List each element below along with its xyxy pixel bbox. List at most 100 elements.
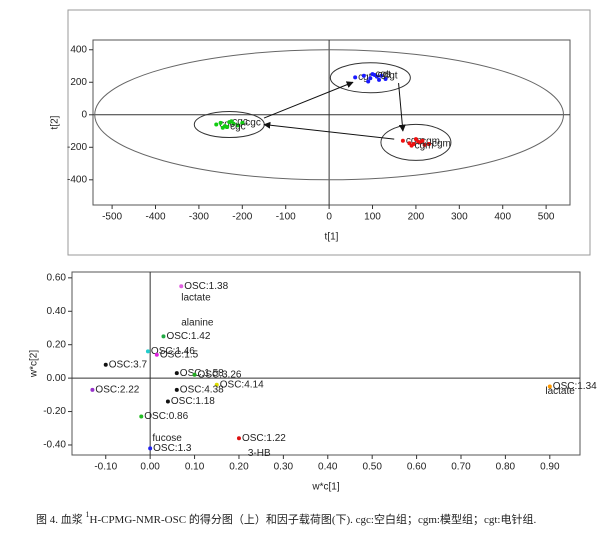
x-tick-label: -300 [189, 212, 209, 223]
group-ellipse [380, 123, 452, 161]
point-label: OSC:1.46 [151, 346, 195, 357]
point-label: OSC:3.7 [109, 359, 148, 370]
y-axis-label: w*c[2] [29, 350, 40, 378]
point [368, 76, 373, 81]
y-tick-label: 200 [70, 77, 87, 88]
y-axis-label: t[2] [50, 115, 61, 129]
point [218, 120, 223, 125]
point [235, 123, 240, 128]
y-tick-label: 0.00 [47, 373, 67, 384]
point [139, 414, 144, 419]
caption-text: 图 4. 血浆 [36, 512, 86, 526]
point-label: OSC:4.38 [180, 384, 224, 395]
x-tick-label: -0.10 [94, 462, 117, 473]
point-label: cgc [232, 117, 248, 128]
point [370, 72, 375, 77]
x-tick-label: -400 [145, 212, 165, 223]
y-tick-label: -400 [67, 174, 87, 185]
point-label: OSC:4.14 [220, 379, 264, 390]
point-label: OSC:1.3 [153, 443, 192, 454]
x-tick-label: 0.90 [540, 462, 560, 473]
point [374, 74, 379, 79]
plot-area [92, 39, 571, 206]
point [400, 138, 405, 143]
arrow [263, 121, 395, 140]
y-tick-label: 0.40 [47, 306, 67, 317]
annotation: alanine [181, 318, 214, 329]
point-label: cgt [358, 72, 372, 83]
point [90, 387, 95, 392]
point [377, 77, 382, 82]
arrow [398, 83, 406, 132]
top-frame [67, 9, 591, 256]
y-tick-label: -200 [67, 142, 87, 153]
x-tick-label: 0.80 [496, 462, 516, 473]
point-label: OSC:1.18 [171, 396, 215, 407]
x-tick-label: 0.60 [407, 462, 427, 473]
point-label: OSC:1.5 [160, 349, 199, 360]
annotation: lactate [181, 293, 211, 304]
point [103, 362, 108, 367]
point [413, 137, 418, 142]
point-label: OSC:1.34 [553, 381, 597, 392]
point-label: OSC:0.86 [144, 411, 188, 422]
point [236, 436, 241, 441]
point-label: cgc [219, 119, 235, 130]
y-tick-label: 400 [70, 44, 87, 55]
point [174, 387, 179, 392]
x-tick-label: 100 [364, 212, 381, 223]
x-axis-label: w*c[1] [311, 482, 339, 493]
point [547, 384, 552, 389]
point [366, 79, 371, 84]
point [420, 138, 425, 143]
point-label: cgm [415, 140, 434, 151]
y-tick-label: -0.40 [43, 440, 66, 451]
point-label: OSC:1.38 [184, 281, 228, 292]
point [229, 119, 234, 124]
point-label: cgc [245, 118, 261, 129]
x-tick-label: 0 [326, 212, 332, 223]
x-tick-label: 0.30 [274, 462, 294, 473]
x-tick-label: 0.50 [362, 462, 382, 473]
point [148, 446, 153, 451]
point [214, 122, 219, 127]
x-tick-label: 500 [538, 212, 555, 223]
point [361, 73, 366, 78]
y-tick-label: -0.20 [43, 406, 66, 417]
point [174, 371, 179, 376]
caption-sup: 1 [86, 510, 90, 519]
point [353, 75, 358, 80]
hotelling-ellipse [94, 49, 564, 181]
x-tick-label: -100 [276, 212, 296, 223]
point [165, 399, 170, 404]
point-label: OSC:1.58 [180, 368, 224, 379]
point-label: cgt [378, 70, 392, 81]
point-label: OSC:2.22 [95, 384, 139, 395]
x-axis-label: t[1] [325, 232, 339, 243]
point-label: OSC:1.42 [166, 331, 210, 342]
y-tick-label: 0.20 [47, 339, 67, 350]
point [240, 120, 245, 125]
point [409, 143, 414, 148]
annotation: 3-HB [248, 448, 271, 459]
x-tick-label: 0.20 [229, 462, 249, 473]
x-tick-label: 0.10 [185, 462, 205, 473]
arrow [263, 81, 354, 119]
point [161, 334, 166, 339]
point [426, 142, 431, 147]
x-tick-label: 300 [451, 212, 468, 223]
annotation: fucose [152, 433, 182, 444]
point [179, 284, 184, 289]
annotation: lactate [545, 386, 575, 397]
point [192, 372, 197, 377]
x-tick-label: 200 [408, 212, 425, 223]
point [214, 382, 219, 387]
point-label: cgm [432, 139, 451, 150]
point [154, 352, 159, 357]
group-ellipse [329, 62, 411, 94]
point-label: cgc [230, 122, 246, 133]
point-label: OSC:3.26 [198, 369, 242, 380]
point-label: cgm [421, 136, 440, 147]
point [225, 124, 230, 129]
